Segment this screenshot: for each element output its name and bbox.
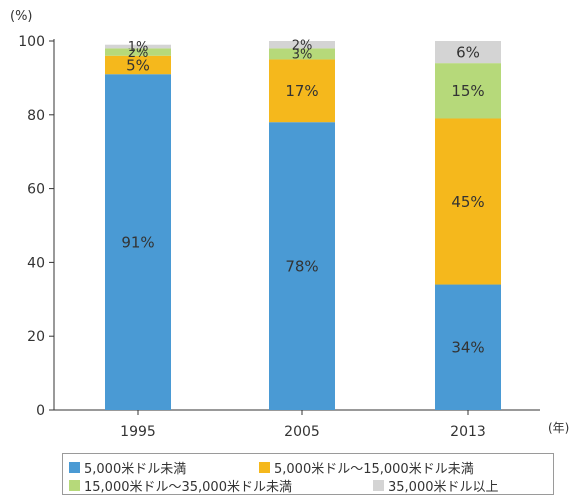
y-tick-label-1: 20 — [27, 329, 45, 345]
bar-2005-series-2 — [269, 48, 335, 60]
x-unit-label: (年) — [548, 421, 569, 435]
data-label-2013-series-1: 45% — [451, 193, 484, 211]
bar-2013-series-2 — [435, 63, 501, 119]
x-tick-label-0: 1995 — [120, 424, 156, 440]
x-tick-label-2: 2013 — [450, 424, 486, 440]
data-label-2013-series-0: 34% — [451, 339, 484, 357]
data-label-2005-series-0: 78% — [285, 257, 318, 275]
legend-item-0: 5,000米ドル未満 — [69, 458, 186, 477]
bar-2013-series-3 — [435, 41, 501, 64]
legend-label-0: 5,000米ドル未満 — [84, 462, 187, 477]
data-label-1995-series-2: 2% — [128, 46, 149, 61]
data-label-2005-series-3: 2% — [292, 38, 313, 53]
legend-swatch-3 — [373, 480, 384, 491]
data-label-2013-series-2: 15% — [451, 82, 484, 100]
data-label-1995-series-0: 91% — [121, 234, 154, 252]
bar-2005-series-1 — [269, 59, 335, 123]
bar-2005-series-3 — [269, 41, 335, 49]
bar-1995-series-1 — [105, 55, 171, 75]
y-tick-label-3: 60 — [27, 182, 45, 198]
bar-2013-series-0 — [435, 284, 501, 410]
data-label-2005-series-1: 17% — [285, 82, 318, 100]
y-tick-label-2: 40 — [27, 255, 45, 271]
legend: 5,000米ドル未満 5,000米ドル～15,000米ドル未満 15,000米ド… — [62, 453, 554, 495]
legend-item-3: 35,000米ドル以上 — [373, 476, 499, 495]
y-tick-label-4: 80 — [27, 108, 45, 124]
legend-item-1: 5,000米ドル～15,000米ドル未満 — [259, 458, 474, 477]
legend-swatch-2 — [69, 480, 80, 491]
y-unit-label: (%) — [10, 9, 33, 24]
legend-label-1: 5,000米ドル～15,000米ドル未満 — [274, 462, 474, 477]
bar-1995-series-2 — [105, 48, 171, 56]
data-label-1995-series-3: 1% — [128, 40, 149, 55]
bar-2013-series-1 — [435, 118, 501, 285]
legend-item-2: 15,000米ドル～35,000米ドル未満 — [69, 476, 292, 495]
x-tick-label-1: 2005 — [284, 424, 320, 440]
legend-label-3: 35,000米ドル以上 — [388, 480, 499, 495]
legend-label-2: 15,000米ドル～35,000米ドル未満 — [84, 480, 292, 495]
bar-2005-series-0 — [269, 122, 335, 411]
data-label-1995-series-1: 5% — [126, 56, 150, 74]
bar-1995-series-0 — [105, 74, 171, 411]
bar-1995-series-3 — [105, 44, 171, 49]
y-tick-label-0: 0 — [36, 403, 45, 419]
data-label-2013-series-3: 6% — [456, 43, 480, 61]
y-tick-label-5: 100 — [18, 34, 45, 50]
legend-swatch-1 — [259, 462, 270, 473]
stacked-bar-chart: (%) (年) 020406080100199591%5%2%1%200578%… — [10, 9, 569, 440]
data-label-2005-series-2: 3% — [292, 48, 313, 63]
legend-swatch-0 — [69, 462, 80, 473]
